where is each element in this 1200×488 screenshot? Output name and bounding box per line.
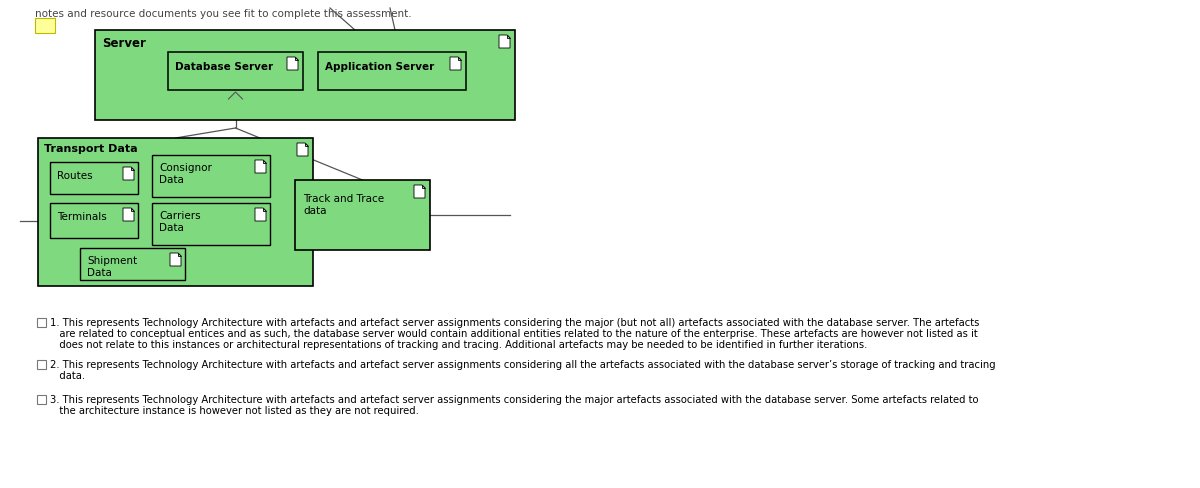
Polygon shape [256, 160, 266, 173]
Text: notes and resource documents you see fit to complete this assessment.: notes and resource documents you see fit… [35, 9, 412, 19]
Polygon shape [263, 160, 266, 163]
Polygon shape [305, 143, 308, 146]
Text: are related to conceptual entices and as such, the database server would contain: are related to conceptual entices and as… [50, 329, 978, 339]
Text: Routes: Routes [58, 171, 92, 181]
Bar [152, 155, 270, 197]
Text: the architecture instance is however not listed as they are not required.: the architecture instance is however not… [50, 406, 419, 416]
Bar [318, 52, 466, 90]
Text: Shipment
Data: Shipment Data [88, 256, 137, 278]
Polygon shape [178, 253, 181, 256]
Bar [152, 203, 270, 245]
Bar [168, 52, 302, 90]
Polygon shape [414, 185, 425, 198]
Text: Terminals: Terminals [58, 212, 107, 222]
Polygon shape [131, 208, 134, 211]
Text: Carriers
Data: Carriers Data [158, 211, 200, 233]
Polygon shape [422, 185, 425, 188]
Text: data.: data. [50, 371, 85, 381]
Polygon shape [298, 143, 308, 156]
Text: 3. This represents Technology Architecture with artefacts and artefact server as: 3. This represents Technology Architectu… [50, 395, 978, 405]
Polygon shape [124, 208, 134, 221]
Polygon shape [263, 208, 266, 211]
Polygon shape [131, 167, 134, 170]
Text: does not relate to this instances or architectural representations of tracking a: does not relate to this instances or arc… [50, 340, 868, 350]
Polygon shape [287, 57, 298, 70]
Polygon shape [295, 57, 298, 60]
Text: Consignor
Data: Consignor Data [158, 163, 212, 184]
Bar [35, 18, 55, 33]
Polygon shape [508, 35, 510, 38]
Text: Application Server: Application Server [325, 62, 434, 72]
Bar [295, 180, 430, 250]
Text: Transport Data: Transport Data [44, 144, 138, 154]
Bar [37, 395, 46, 404]
Bar [50, 203, 138, 238]
Bar [37, 360, 46, 369]
Polygon shape [499, 35, 510, 48]
Bar [38, 138, 313, 286]
Text: Track and Trace
data: Track and Trace data [302, 194, 384, 216]
Text: Database Server: Database Server [175, 62, 274, 72]
Polygon shape [458, 57, 461, 60]
Polygon shape [256, 208, 266, 221]
Bar [37, 318, 46, 327]
Text: 1. This represents Technology Architecture with artefacts and artefact server as: 1. This represents Technology Architectu… [50, 318, 979, 328]
Polygon shape [450, 57, 461, 70]
Polygon shape [170, 253, 181, 266]
Text: 2. This represents Technology Architecture with artefacts and artefact server as: 2. This represents Technology Architectu… [50, 360, 996, 370]
Text: Server: Server [102, 37, 146, 50]
Polygon shape [124, 167, 134, 180]
Bar [95, 30, 515, 120]
Bar [80, 248, 185, 280]
Bar [50, 162, 138, 194]
